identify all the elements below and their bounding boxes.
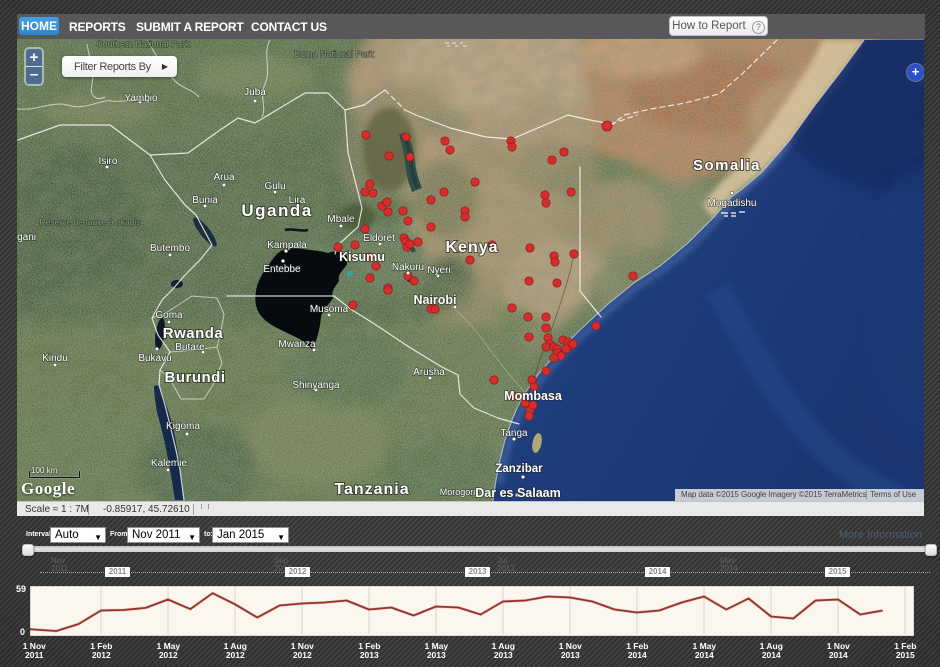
svg-text:Zanzibar: Zanzibar <box>495 463 543 475</box>
svg-text:Somalia: Somalia <box>693 157 761 174</box>
svg-text:Musoma: Musoma <box>310 304 349 315</box>
svg-text:Arusha: Arusha <box>413 367 445 378</box>
svg-text:Réserve de faune à okapis: Réserve de faune à okapis <box>39 217 140 227</box>
svg-text:Gulu: Gulu <box>264 181 285 192</box>
svg-text:Uganda: Uganda <box>241 201 312 220</box>
svg-text:Mbale: Mbale <box>327 214 355 225</box>
svg-text:Southern National Park: Southern National Park <box>96 39 190 49</box>
svg-text:Kampala: Kampala <box>267 240 307 251</box>
svg-text:Shinyanga: Shinyanga <box>292 380 340 391</box>
svg-text:Juba: Juba <box>244 87 266 98</box>
svg-text:Isiro: Isiro <box>99 156 118 167</box>
svg-text:Kalemie: Kalemie <box>151 458 188 469</box>
svg-text:Mogadishu: Mogadishu <box>708 198 757 209</box>
svg-text:Kisumu: Kisumu <box>339 250 385 264</box>
svg-text:Nairobi: Nairobi <box>413 293 456 307</box>
svg-text:Bukavu: Bukavu <box>138 353 171 364</box>
svg-text:Butare: Butare <box>175 342 205 353</box>
svg-text:Arua: Arua <box>213 172 235 183</box>
svg-text:Burundi: Burundi <box>165 369 226 386</box>
svg-text:Bunia: Bunia <box>192 195 218 206</box>
svg-text:Kigoma: Kigoma <box>166 421 200 432</box>
svg-text:sangani: sangani <box>17 232 36 243</box>
svg-text:Entebbe: Entebbe <box>263 264 301 275</box>
svg-text:Kenya: Kenya <box>445 239 498 256</box>
svg-text:Yambio: Yambio <box>124 93 158 104</box>
svg-text:Rwanda: Rwanda <box>163 325 224 342</box>
svg-text:Tanzania: Tanzania <box>334 481 409 498</box>
svg-text:Nyeri: Nyeri <box>427 265 450 276</box>
svg-text:Nakuru: Nakuru <box>392 262 424 273</box>
svg-text:Mombasa: Mombasa <box>504 389 563 403</box>
svg-text:Lira: Lira <box>289 195 306 206</box>
svg-text:Butembo: Butembo <box>150 243 190 254</box>
svg-text:Tanga: Tanga <box>500 428 528 439</box>
svg-text:Dar es Salaam: Dar es Salaam <box>475 486 560 500</box>
svg-text:Goma: Goma <box>155 310 183 321</box>
svg-text:Kindu: Kindu <box>42 353 68 364</box>
svg-text:Morogoro: Morogoro <box>440 487 479 497</box>
svg-text:Eldoret: Eldoret <box>363 233 395 244</box>
svg-text:Boma National Park: Boma National Park <box>294 49 375 59</box>
svg-text:Mwanza: Mwanza <box>278 339 316 350</box>
